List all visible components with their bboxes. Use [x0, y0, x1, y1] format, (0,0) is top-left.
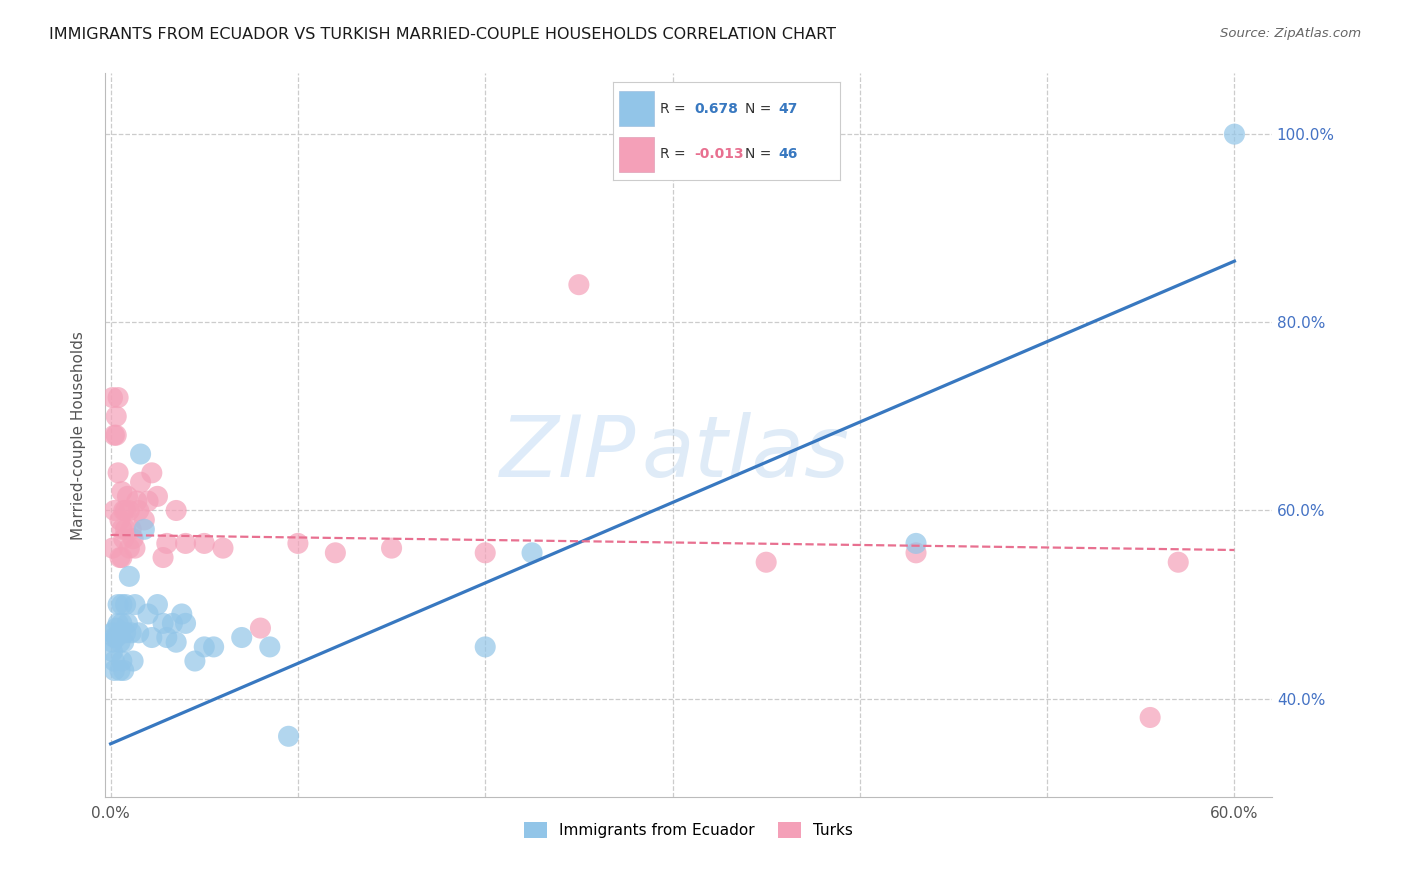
Point	[193, 536, 215, 550]
Point	[134, 522, 156, 536]
Point	[174, 536, 197, 550]
Point	[101, 625, 124, 640]
Point	[124, 598, 146, 612]
Point	[114, 598, 136, 612]
Point	[259, 640, 281, 654]
Point	[162, 616, 184, 631]
Point	[156, 536, 179, 550]
Point	[1223, 127, 1246, 141]
Point	[129, 447, 152, 461]
Y-axis label: Married-couple Households: Married-couple Households	[72, 331, 86, 540]
Point	[128, 625, 150, 640]
Point	[117, 489, 139, 503]
Point	[103, 631, 125, 645]
Point	[118, 541, 141, 555]
Point	[112, 532, 135, 546]
Point	[105, 428, 128, 442]
Text: IMMIGRANTS FROM ECUADOR VS TURKISH MARRIED-COUPLE HOUSEHOLDS CORRELATION CHART: IMMIGRANTS FROM ECUADOR VS TURKISH MARRI…	[49, 27, 837, 42]
Point	[152, 616, 174, 631]
Point	[105, 409, 128, 424]
Point	[107, 598, 129, 612]
Point	[108, 635, 131, 649]
Point	[103, 503, 125, 517]
Point	[141, 631, 163, 645]
Point	[277, 729, 299, 743]
Point	[474, 640, 496, 654]
Point	[1167, 555, 1189, 569]
Point	[146, 598, 169, 612]
Point	[193, 640, 215, 654]
Point	[152, 550, 174, 565]
Point	[118, 569, 141, 583]
Point	[474, 546, 496, 560]
Point	[101, 391, 124, 405]
Text: atlas: atlas	[641, 412, 849, 495]
Point	[107, 466, 129, 480]
Text: Source: ZipAtlas.com: Source: ZipAtlas.com	[1220, 27, 1361, 40]
Point	[117, 616, 139, 631]
Point	[165, 635, 187, 649]
Point	[231, 631, 253, 645]
Point	[112, 503, 135, 517]
Point	[212, 541, 235, 555]
Point	[108, 664, 131, 678]
Point	[156, 631, 179, 645]
Point	[165, 503, 187, 517]
Point	[568, 277, 591, 292]
Point	[202, 640, 225, 654]
Point	[112, 635, 135, 649]
Point	[129, 475, 152, 490]
Point	[141, 466, 163, 480]
Point	[103, 428, 125, 442]
Point	[112, 664, 135, 678]
Point	[118, 503, 141, 517]
Point	[105, 631, 128, 645]
Point	[107, 616, 129, 631]
Point	[249, 621, 271, 635]
Point	[134, 513, 156, 527]
Point	[103, 654, 125, 668]
Point	[174, 616, 197, 631]
Point	[111, 484, 134, 499]
Point	[905, 546, 928, 560]
Point	[101, 645, 124, 659]
Point	[120, 625, 142, 640]
Point	[114, 503, 136, 517]
Point	[105, 621, 128, 635]
Point	[114, 625, 136, 640]
Point	[111, 550, 134, 565]
Point	[170, 607, 193, 621]
Point	[755, 555, 778, 569]
Point	[1139, 710, 1161, 724]
Point	[184, 654, 207, 668]
Point	[108, 550, 131, 565]
Point	[101, 635, 124, 649]
Point	[107, 391, 129, 405]
Point	[905, 536, 928, 550]
Point	[136, 494, 159, 508]
Point	[380, 541, 402, 555]
Point	[111, 654, 134, 668]
Point	[111, 616, 134, 631]
Point	[325, 546, 347, 560]
Point	[103, 664, 125, 678]
Point	[287, 536, 309, 550]
Point	[101, 541, 124, 555]
Point	[120, 522, 142, 536]
Point	[108, 513, 131, 527]
Point	[146, 489, 169, 503]
Point	[108, 625, 131, 640]
Point	[520, 546, 543, 560]
Point	[114, 522, 136, 536]
Text: ZIP: ZIP	[499, 412, 636, 495]
Point	[111, 522, 134, 536]
Point	[125, 494, 148, 508]
Legend: Immigrants from Ecuador, Turks: Immigrants from Ecuador, Turks	[517, 816, 859, 844]
Point	[122, 532, 145, 546]
Point	[136, 607, 159, 621]
Point	[111, 598, 134, 612]
Point	[122, 654, 145, 668]
Point	[124, 541, 146, 555]
Point	[128, 503, 150, 517]
